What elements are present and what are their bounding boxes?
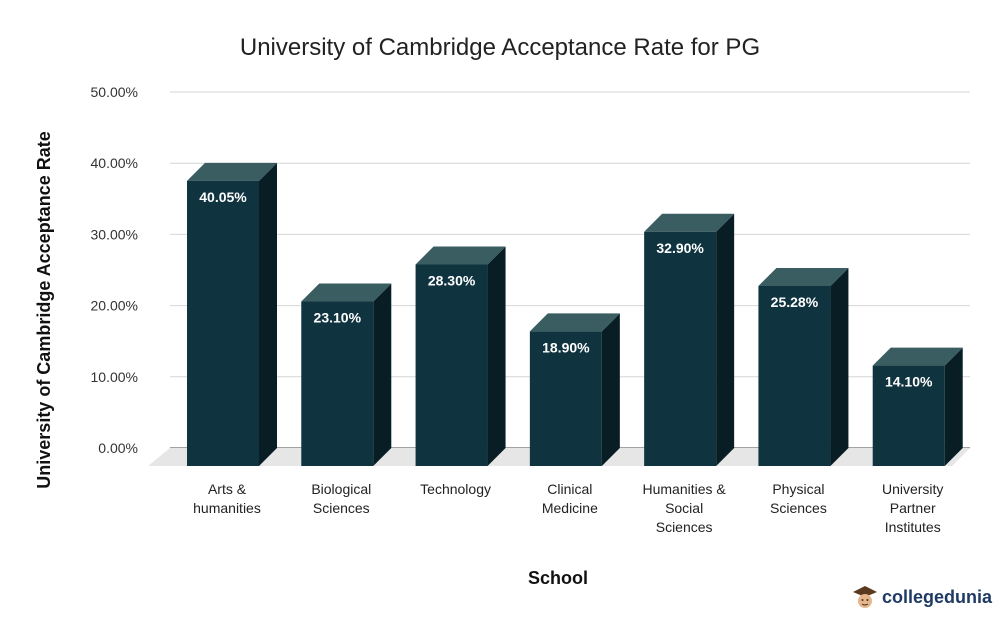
x-tick-label-line: Partner bbox=[890, 500, 936, 516]
bar-side bbox=[601, 313, 620, 466]
y-tick-label: 50.00% bbox=[91, 84, 138, 100]
x-tick-label-line: Sciences bbox=[313, 500, 370, 516]
x-tick-label-line: University bbox=[882, 481, 943, 497]
bar-top bbox=[872, 347, 963, 366]
bar: 28.30% bbox=[415, 246, 506, 466]
x-tick-label-line: humanities bbox=[193, 500, 261, 516]
y-tick-label: 10.00% bbox=[91, 369, 138, 385]
bar: 18.90% bbox=[529, 313, 620, 466]
bar-side bbox=[373, 283, 392, 466]
x-tick-label-line: Clinical bbox=[547, 481, 592, 497]
x-tick-label: University Partner Institutes bbox=[882, 481, 943, 535]
bar-side bbox=[259, 162, 277, 466]
bars: 40.05% 23.10% 28.30% 18.90% 32.90% 25.28% 14.1… bbox=[187, 162, 963, 466]
bar-top bbox=[644, 213, 735, 232]
y-tick-labels: 0.00% 10.00% 20.00% 30.00% 40.00% 50.00% bbox=[91, 84, 138, 456]
data-label: 25.28% bbox=[771, 294, 819, 310]
x-tick-label-line: Institutes bbox=[885, 519, 941, 535]
x-tick-label: Arts & humanities bbox=[193, 481, 261, 516]
watermark-logo: collegedunia bbox=[852, 584, 992, 610]
bar-top bbox=[529, 313, 620, 332]
bar-side bbox=[944, 347, 963, 466]
bar: 40.05% bbox=[187, 162, 277, 466]
data-label: 23.10% bbox=[314, 310, 362, 326]
bar-front bbox=[415, 264, 488, 466]
bar-side bbox=[716, 213, 735, 466]
data-label: 18.90% bbox=[542, 339, 590, 355]
x-tick-label-line: Medicine bbox=[542, 500, 598, 516]
x-tick-label-line: Arts & bbox=[208, 481, 247, 497]
x-tick-label-line: Social bbox=[665, 500, 703, 516]
data-label: 28.30% bbox=[428, 273, 476, 289]
bar-top bbox=[758, 268, 849, 287]
bar-front bbox=[644, 231, 717, 466]
bar: 14.10% bbox=[872, 347, 963, 466]
data-label: 14.10% bbox=[885, 374, 933, 390]
x-axis-label: School bbox=[528, 568, 588, 588]
bar-top bbox=[301, 283, 392, 302]
bar-top bbox=[415, 246, 506, 265]
x-tick-labels: Arts & humanities Biological Sciences Techno… bbox=[193, 481, 943, 535]
bar: 32.90% bbox=[644, 213, 735, 466]
x-tick-label-line: Humanities & bbox=[643, 481, 727, 497]
bar-front bbox=[758, 286, 831, 466]
y-tick-label: 20.00% bbox=[91, 298, 138, 314]
x-tick-label: Biological Sciences bbox=[311, 481, 371, 516]
y-tick-label: 40.00% bbox=[91, 155, 138, 171]
x-tick-label: Technology bbox=[420, 481, 491, 497]
data-label: 32.90% bbox=[656, 240, 704, 256]
bar-top bbox=[187, 162, 277, 181]
x-tick-label-line: Physical bbox=[772, 481, 824, 497]
bar: 23.10% bbox=[301, 283, 392, 466]
x-tick-label-line: Sciences bbox=[656, 519, 713, 535]
y-tick-label: 0.00% bbox=[98, 440, 138, 456]
graduate-icon bbox=[852, 586, 877, 608]
x-tick-label: Humanities & Social Sciences bbox=[643, 481, 727, 535]
chart-title: University of Cambridge Acceptance Rate … bbox=[240, 34, 760, 61]
x-tick-label: Physical Sciences bbox=[770, 481, 827, 516]
bar-front bbox=[301, 301, 374, 466]
y-tick-label: 30.00% bbox=[91, 226, 138, 242]
bar-side bbox=[487, 246, 506, 466]
x-tick-label-line: Biological bbox=[311, 481, 371, 497]
bar-front bbox=[872, 365, 945, 466]
watermark-text: collegedunia bbox=[881, 586, 992, 607]
x-tick-label-line: Technology bbox=[420, 481, 491, 497]
y-axis-label: University of Cambridge Acceptance Rate bbox=[34, 131, 54, 488]
data-label: 40.05% bbox=[199, 189, 247, 205]
x-tick-label-line: Sciences bbox=[770, 500, 827, 516]
bar-side bbox=[830, 268, 849, 466]
bar-front bbox=[187, 180, 259, 466]
x-tick-label: Clinical Medicine bbox=[542, 481, 598, 516]
bar: 25.28% bbox=[758, 268, 849, 466]
bar-front bbox=[529, 331, 602, 466]
